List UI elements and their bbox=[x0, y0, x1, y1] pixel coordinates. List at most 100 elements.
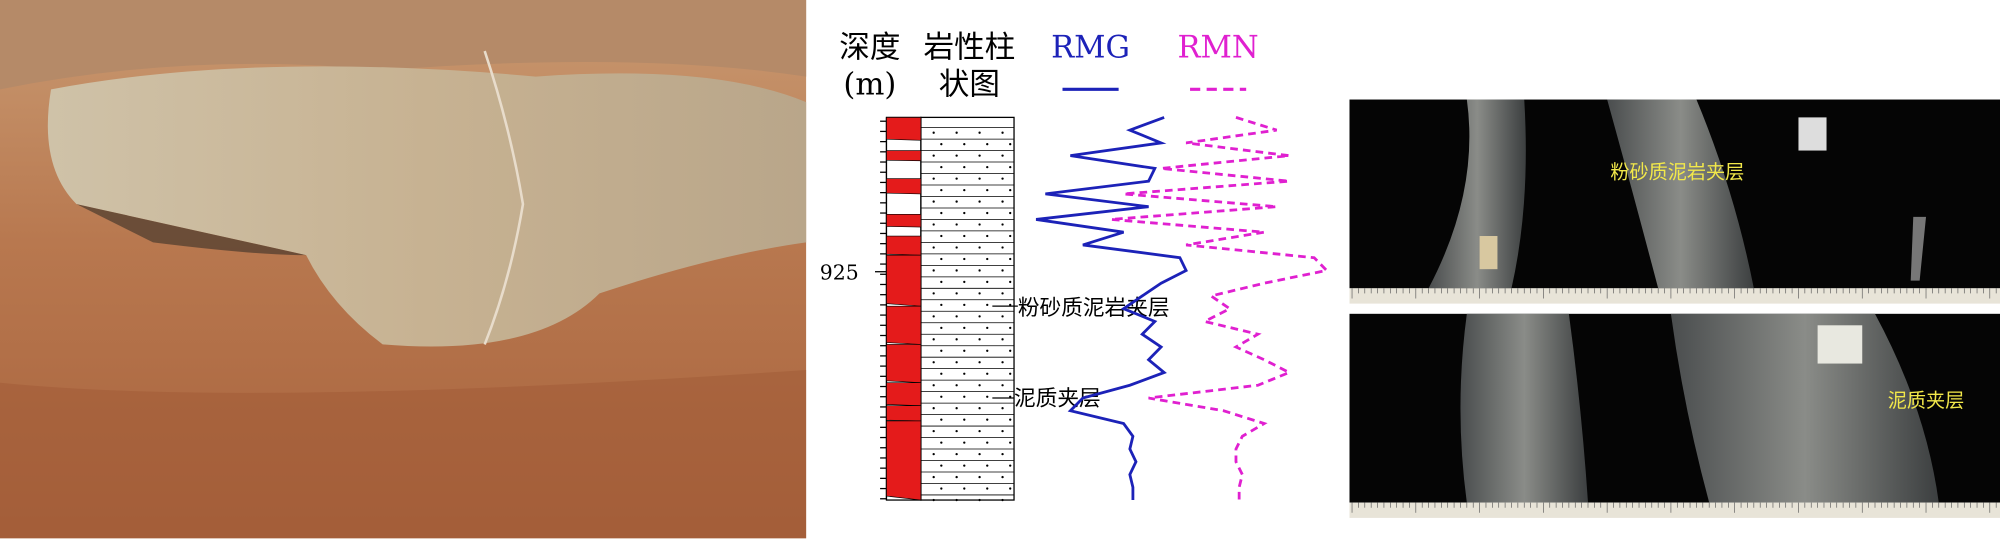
grain-triangle bbox=[886, 254, 922, 307]
lith-dot bbox=[940, 372, 943, 375]
lith-dot bbox=[963, 418, 966, 421]
lith-dot bbox=[940, 349, 943, 352]
grain-triangle bbox=[886, 235, 922, 256]
lith-dot bbox=[940, 188, 943, 192]
lith-dot bbox=[978, 407, 981, 410]
grain-triangle bbox=[886, 305, 922, 345]
lith-dot bbox=[963, 143, 966, 146]
lith-dot bbox=[955, 177, 958, 180]
lith-dot bbox=[978, 361, 981, 364]
lith-dot bbox=[963, 303, 966, 307]
lithology-track bbox=[920, 116, 1015, 501]
lith-dot bbox=[1001, 177, 1004, 180]
lith-dot bbox=[940, 211, 943, 215]
grain-triangle bbox=[886, 382, 922, 406]
lith-dot bbox=[1001, 200, 1004, 203]
grain-triangle bbox=[886, 150, 922, 162]
lith-dot bbox=[1009, 143, 1012, 146]
lith-dot bbox=[932, 498, 935, 502]
lith-dot bbox=[1001, 475, 1004, 479]
lithology-pattern bbox=[920, 127, 1015, 502]
lith-dot bbox=[978, 246, 981, 249]
lith-dot bbox=[986, 372, 989, 375]
lith-dot bbox=[955, 246, 958, 249]
lith-dot bbox=[932, 154, 935, 157]
lith-dot bbox=[932, 452, 935, 456]
legend-label: RMG bbox=[1051, 30, 1130, 65]
lith-dot bbox=[932, 315, 935, 318]
log-curves: RMG RMN bbox=[1035, 30, 1330, 501]
lith-dot bbox=[940, 464, 943, 467]
grain-triangle bbox=[886, 420, 922, 501]
lith-dot bbox=[986, 395, 989, 398]
lith-dot bbox=[940, 234, 943, 238]
lith-dot bbox=[986, 143, 989, 146]
lith-dot bbox=[986, 441, 989, 444]
lith-dot bbox=[978, 338, 981, 341]
lith-dot bbox=[932, 361, 935, 364]
lith-dot bbox=[1009, 234, 1012, 238]
lith-dot bbox=[963, 234, 966, 238]
lith-dot bbox=[963, 257, 966, 261]
lith-dot bbox=[932, 292, 935, 295]
lith-dot bbox=[978, 292, 981, 295]
lith-dot bbox=[963, 188, 966, 192]
lith-dot bbox=[955, 338, 958, 341]
lithology-header: 岩性柱 bbox=[923, 30, 1015, 65]
lith-dot bbox=[1009, 464, 1012, 467]
lith-dot bbox=[986, 211, 989, 215]
lithology-header: 状图 bbox=[939, 67, 1000, 102]
lith-dot bbox=[955, 452, 958, 456]
lith-dot bbox=[940, 395, 943, 398]
lith-dot bbox=[978, 475, 981, 479]
lith-dot bbox=[986, 303, 989, 307]
lith-dot bbox=[978, 498, 981, 502]
well-log: 深度 (m) 岩性柱 状图 925 粉砂质泥岩夹层 泥质夹层 RMG RMN bbox=[820, 30, 1330, 502]
lith-dot bbox=[955, 292, 958, 295]
lith-dot bbox=[955, 384, 958, 387]
lith-dot bbox=[932, 430, 935, 433]
lith-dot bbox=[940, 326, 943, 329]
lith-dot bbox=[1009, 188, 1012, 192]
lith-dot bbox=[1001, 498, 1004, 502]
lith-dot bbox=[1001, 384, 1004, 387]
lith-dot bbox=[986, 464, 989, 467]
lith-dot bbox=[955, 200, 958, 203]
lith-dot bbox=[1009, 487, 1012, 490]
lith-dot bbox=[1001, 223, 1004, 226]
lith-dot bbox=[1009, 280, 1012, 284]
lith-dot bbox=[940, 487, 943, 490]
lith-dot bbox=[1001, 154, 1004, 157]
depth-unit: (m) bbox=[843, 67, 896, 102]
lith-dot bbox=[932, 269, 935, 272]
grain-triangle bbox=[886, 344, 922, 384]
annotation: 泥质夹层 bbox=[1014, 387, 1101, 412]
lith-dot bbox=[955, 361, 958, 364]
lith-dot bbox=[978, 430, 981, 433]
lith-dot bbox=[986, 487, 989, 490]
lith-dot bbox=[986, 234, 989, 238]
lith-dot bbox=[1001, 131, 1004, 134]
grain-triangle bbox=[886, 117, 922, 141]
lith-dot bbox=[955, 498, 958, 502]
lith-dot bbox=[963, 211, 966, 215]
lith-dot bbox=[932, 223, 935, 226]
lith-dot bbox=[986, 418, 989, 421]
lith-dot bbox=[986, 326, 989, 329]
lith-dot bbox=[978, 384, 981, 387]
core-label: 泥质夹层 bbox=[1888, 389, 1964, 412]
log-curve bbox=[1035, 116, 1188, 501]
lith-dot bbox=[955, 223, 958, 226]
lith-dot bbox=[955, 154, 958, 157]
grain-size-triangles bbox=[886, 117, 922, 501]
lith-dot bbox=[1001, 292, 1004, 295]
lith-dot bbox=[986, 280, 989, 284]
lith-dot bbox=[978, 154, 981, 157]
lith-dot bbox=[1009, 303, 1012, 307]
lith-dot bbox=[1009, 372, 1012, 375]
lith-dot bbox=[955, 407, 958, 410]
lith-dot bbox=[940, 441, 943, 444]
lith-dot bbox=[986, 165, 989, 169]
